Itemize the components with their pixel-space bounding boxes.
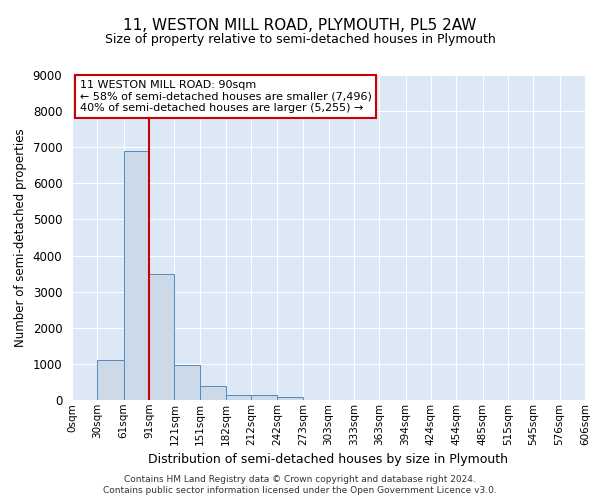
- Text: 11, WESTON MILL ROAD, PLYMOUTH, PL5 2AW: 11, WESTON MILL ROAD, PLYMOUTH, PL5 2AW: [124, 18, 476, 32]
- Y-axis label: Number of semi-detached properties: Number of semi-detached properties: [14, 128, 27, 347]
- Bar: [124, 151, 149, 400]
- Text: Contains public sector information licensed under the Open Government Licence v3: Contains public sector information licen…: [103, 486, 497, 495]
- Bar: [200, 386, 226, 400]
- Bar: [226, 396, 251, 400]
- Text: Contains HM Land Registry data © Crown copyright and database right 2024.: Contains HM Land Registry data © Crown c…: [124, 475, 476, 484]
- Text: 11 WESTON MILL ROAD: 90sqm
← 58% of semi-detached houses are smaller (7,496)
40%: 11 WESTON MILL ROAD: 90sqm ← 58% of semi…: [80, 80, 371, 113]
- Bar: [149, 274, 175, 400]
- Bar: [97, 360, 124, 400]
- Bar: [251, 396, 277, 400]
- Bar: [175, 364, 200, 400]
- X-axis label: Distribution of semi-detached houses by size in Plymouth: Distribution of semi-detached houses by …: [149, 453, 509, 466]
- Bar: [277, 398, 303, 400]
- Text: Size of property relative to semi-detached houses in Plymouth: Size of property relative to semi-detach…: [104, 32, 496, 46]
